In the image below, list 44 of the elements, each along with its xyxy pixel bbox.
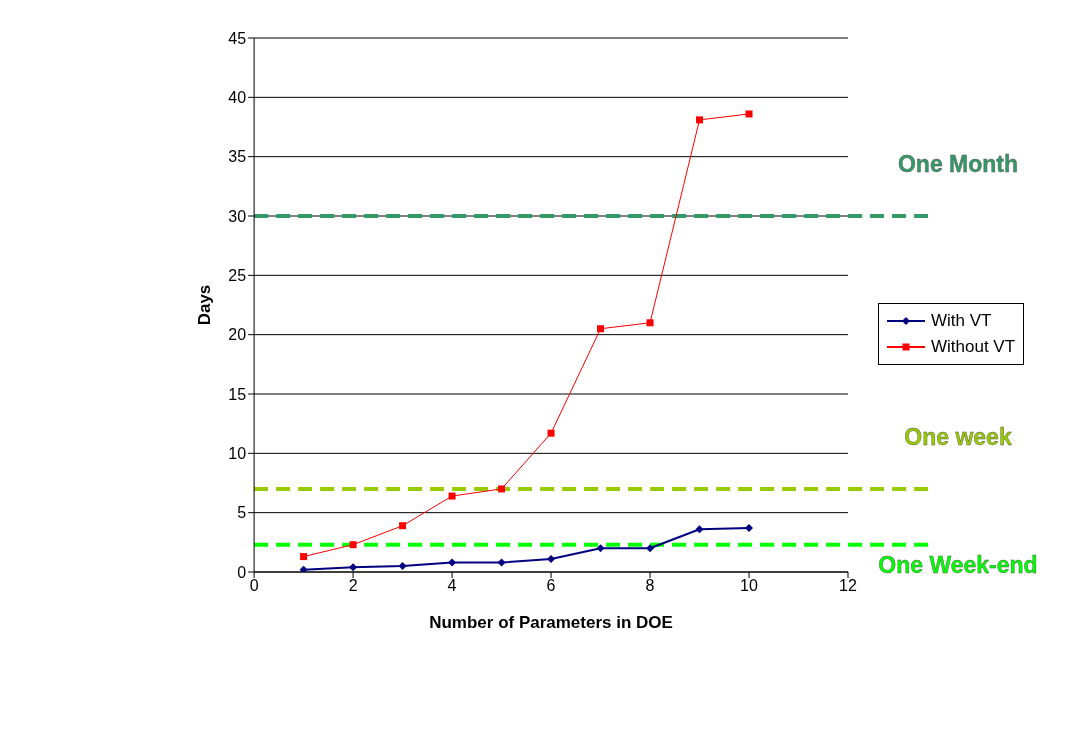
point xyxy=(398,562,407,571)
point xyxy=(745,524,754,533)
point xyxy=(349,563,358,572)
x-axis-title: Number of Parameters in DOE xyxy=(429,613,673,632)
point xyxy=(596,544,605,553)
point xyxy=(695,525,704,534)
point xyxy=(646,319,654,327)
y-tick-label: 25 xyxy=(228,267,247,285)
ref-line-label: One week xyxy=(904,423,1012,450)
y-tick-label: 40 xyxy=(228,89,247,107)
point xyxy=(399,522,407,530)
x-tick-label: 6 xyxy=(546,577,556,595)
ref-line-label: One Month xyxy=(897,151,1019,177)
point xyxy=(547,429,555,437)
y-tick-label: 10 xyxy=(228,445,247,463)
y-tick-label: 5 xyxy=(237,504,247,522)
x-tick-label: 4 xyxy=(447,577,457,595)
x-tick-label: 0 xyxy=(249,577,259,595)
x-tick-label: 12 xyxy=(839,577,857,595)
point xyxy=(597,325,605,333)
y-tick-label: 15 xyxy=(228,385,247,403)
point xyxy=(498,485,506,493)
point xyxy=(299,565,308,572)
point xyxy=(745,110,753,118)
y-tick-label: 35 xyxy=(228,148,247,166)
point xyxy=(448,492,456,500)
x-tick-label: 8 xyxy=(645,577,655,595)
point xyxy=(646,544,655,553)
y-tick-label: 45 xyxy=(228,29,247,47)
ref-line-label: One Week-end xyxy=(878,551,1038,578)
point xyxy=(448,558,457,567)
x-tick-label: 2 xyxy=(348,577,358,595)
point xyxy=(696,116,704,124)
y-tick-label: 0 xyxy=(237,563,247,581)
point xyxy=(547,554,556,563)
point xyxy=(497,558,506,567)
point xyxy=(300,553,308,561)
x-tick-label: 10 xyxy=(740,577,759,595)
y-tick-label: 20 xyxy=(228,326,247,344)
y-tick-label: 30 xyxy=(228,207,247,225)
legend-label: With VT xyxy=(931,310,992,332)
y-axis-title: Days xyxy=(195,284,215,326)
point xyxy=(349,541,357,549)
legend-label: Without VT xyxy=(931,336,1016,358)
